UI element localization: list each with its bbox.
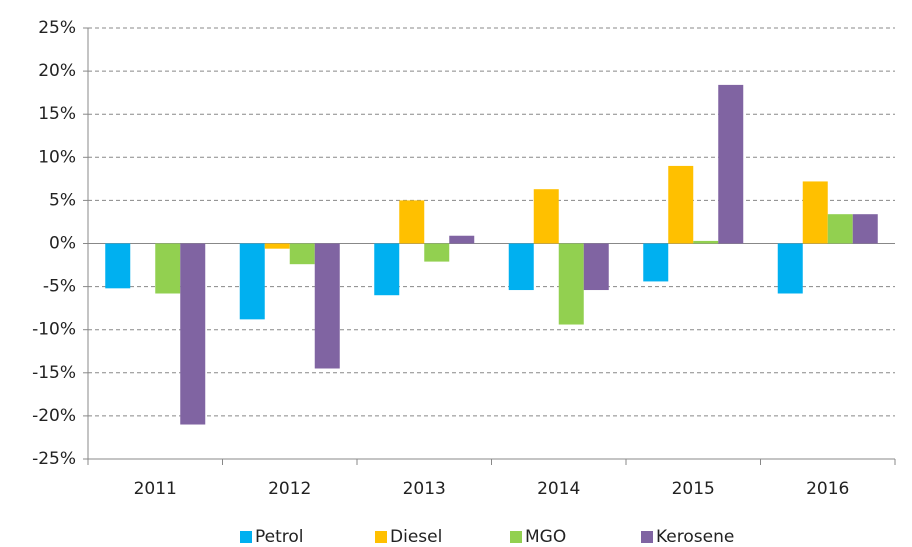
bar <box>449 235 475 244</box>
y-tick-label: 25% <box>38 18 76 38</box>
bar <box>424 243 450 262</box>
x-tick-label: 2015 <box>672 479 715 499</box>
legend-label: Diesel <box>390 527 442 547</box>
bar <box>558 243 584 325</box>
y-tick-label: -5% <box>43 277 76 297</box>
legend-swatch <box>375 531 387 543</box>
x-tick-label: 2013 <box>403 479 446 499</box>
bar <box>533 189 559 244</box>
bar <box>155 243 181 294</box>
y-tick-label: 20% <box>38 61 76 81</box>
bar <box>852 214 878 244</box>
bar <box>508 243 534 291</box>
bar <box>264 243 290 249</box>
bar <box>777 243 803 294</box>
bar <box>314 243 340 369</box>
bar <box>718 84 744 244</box>
bar <box>668 165 694 244</box>
y-tick-label: -15% <box>32 363 76 383</box>
legend-swatch <box>510 531 522 543</box>
bar <box>643 243 669 282</box>
bar <box>289 243 315 265</box>
y-tick-label: 10% <box>38 147 76 167</box>
bar <box>399 200 425 244</box>
bar <box>693 240 719 244</box>
y-tick-label: 15% <box>38 104 76 124</box>
y-tick-label: -25% <box>32 449 76 469</box>
x-tick-label: 2012 <box>268 479 311 499</box>
legend-label: Petrol <box>255 527 304 547</box>
legend-label: MGO <box>525 527 566 547</box>
bar <box>802 181 828 244</box>
bar <box>827 214 853 244</box>
y-tick-label: 5% <box>49 190 76 210</box>
x-tick-label: 2011 <box>134 479 177 499</box>
bar <box>180 243 206 425</box>
y-tick-label: -20% <box>32 406 76 426</box>
x-tick-label: 2016 <box>806 479 849 499</box>
legend-swatch <box>641 531 653 543</box>
legend-label: Kerosene <box>656 527 734 547</box>
x-tick-label: 2014 <box>537 479 580 499</box>
bar <box>583 243 609 291</box>
bar <box>239 243 265 320</box>
bar <box>105 243 131 289</box>
bar <box>374 243 400 296</box>
legend-swatch <box>240 531 252 543</box>
y-tick-label: 0% <box>49 234 76 254</box>
y-tick-label: -10% <box>32 320 76 340</box>
